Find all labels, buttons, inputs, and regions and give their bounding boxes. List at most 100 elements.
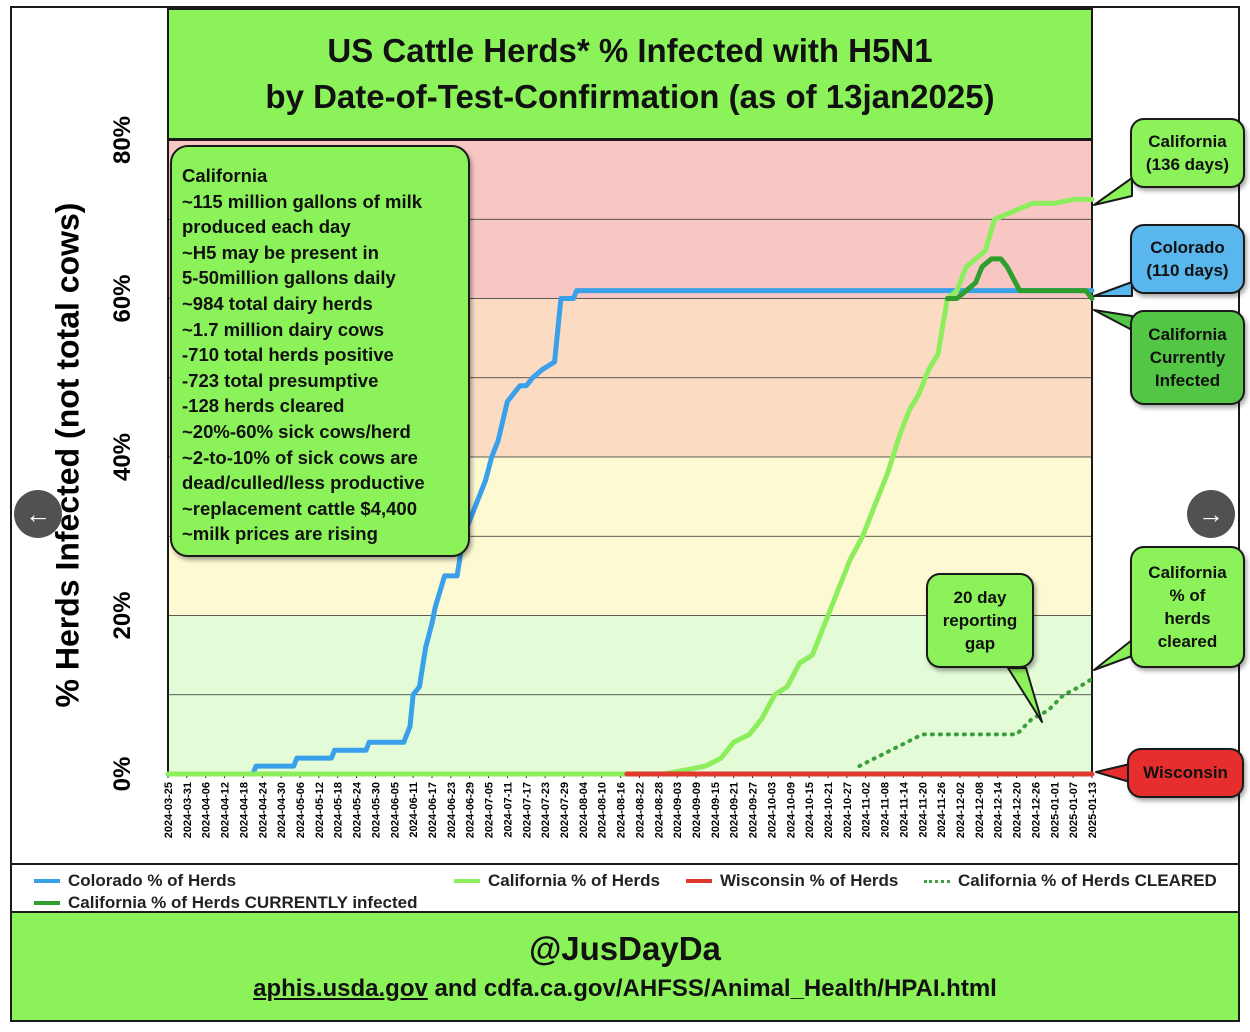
source-link[interactable]: aphis.usda.gov bbox=[253, 974, 428, 1002]
x-tick-label: 2024-09-27 bbox=[748, 782, 760, 838]
x-tick-label: 2024-06-29 bbox=[465, 782, 477, 838]
x-tick-label: 2024-12-20 bbox=[1012, 782, 1024, 838]
x-tick-label: 2024-11-26 bbox=[936, 782, 948, 838]
x-tick-label: 2024-07-29 bbox=[559, 782, 571, 838]
x-tick-label: 2024-10-15 bbox=[804, 782, 816, 838]
callout-california-cleared: California % of herds cleared bbox=[1130, 546, 1245, 668]
x-tick-label: 2025-01-13 bbox=[1087, 782, 1099, 838]
callout-california-days: California (136 days) bbox=[1130, 118, 1245, 188]
info-line: ~20%-60% sick cows/herd bbox=[182, 420, 411, 442]
legend-swatch-california bbox=[454, 879, 480, 883]
legend-label-california-cleared: California % of Herds CLEARED bbox=[958, 871, 1217, 890]
x-tick-label: 2025-01-07 bbox=[1068, 782, 1080, 838]
legend-item-colorado: Colorado % of Herds bbox=[34, 871, 236, 891]
x-tick-label: 2024-05-30 bbox=[370, 782, 382, 838]
x-tick-label: 2024-10-21 bbox=[823, 782, 835, 838]
legend-swatch-colorado bbox=[34, 879, 60, 883]
callout-colorado-days: Colorado (110 days) bbox=[1130, 224, 1245, 294]
x-tick-label: 2024-08-22 bbox=[634, 782, 646, 838]
info-line: produced each day bbox=[182, 216, 351, 238]
x-tick-label: 2024-07-23 bbox=[540, 782, 552, 838]
callout-reporting-gap-text: 20 day reporting gap bbox=[942, 588, 1018, 653]
prev-arrow-button[interactable]: ← bbox=[14, 490, 62, 538]
x-tick-label: 2024-11-02 bbox=[861, 782, 873, 838]
next-arrow-button[interactable]: → bbox=[1187, 490, 1235, 538]
x-tick-label: 2024-12-02 bbox=[955, 782, 967, 838]
y-tick-label: 20% bbox=[109, 591, 136, 639]
x-tick-label: 2024-04-24 bbox=[257, 781, 269, 838]
x-tick-label: 2024-04-12 bbox=[220, 782, 232, 838]
x-tick-label: 2024-05-24 bbox=[352, 781, 364, 838]
callout-wisconsin: Wisconsin bbox=[1127, 748, 1244, 798]
legend-item-california-cleared: California % of Herds CLEARED bbox=[924, 871, 1217, 891]
x-tick-label: 2024-11-14 bbox=[898, 781, 910, 838]
california-info-box: California ~115 million gallons of milk pr… bbox=[170, 145, 470, 557]
legend-item-california-current: California % of Herds CURRENTLY infected bbox=[34, 893, 418, 913]
callout-pointer-reporting-gap bbox=[1007, 667, 1043, 723]
legend-item-wisconsin: Wisconsin % of Herds bbox=[686, 871, 898, 891]
footer: @JusDayDa aphis.usda.gov and cdfa.ca.gov… bbox=[12, 913, 1238, 1020]
x-tick-label: 2024-06-17 bbox=[427, 782, 439, 838]
x-tick-label: 2024-09-03 bbox=[672, 782, 684, 838]
legend-swatch-california-current bbox=[34, 901, 60, 905]
x-tick-label: 2024-05-18 bbox=[333, 782, 345, 838]
info-line: -723 total presumptive bbox=[182, 369, 379, 391]
x-tick-label: 2024-08-16 bbox=[616, 782, 628, 838]
x-tick-label: 2024-09-15 bbox=[710, 782, 722, 838]
x-tick-label: 2024-07-05 bbox=[484, 782, 496, 838]
x-tick-label: 2024-11-08 bbox=[880, 782, 892, 838]
title-line-1: US Cattle Herds* % Infected with H5N1 bbox=[327, 32, 933, 69]
chart-legend: Colorado % of Herds California % of Herd… bbox=[12, 863, 1238, 913]
info-line: 5-50million gallons daily bbox=[182, 267, 396, 289]
callout-pointer-california-days bbox=[1093, 177, 1133, 206]
arrow-left-icon: ← bbox=[25, 498, 51, 529]
callout-california-days-text: California (136 days) bbox=[1145, 132, 1230, 174]
x-tick-label: 2025-01-01 bbox=[1049, 782, 1061, 838]
callout-california-current: California Currently Infected bbox=[1130, 310, 1245, 405]
legend-label-colorado: Colorado % of Herds bbox=[68, 871, 237, 890]
callout-reporting-gap: 20 day reporting gap bbox=[926, 573, 1034, 668]
info-line: ~milk prices are rising bbox=[182, 523, 378, 545]
source-rest: and cdfa.ca.gov/AHFSS/Animal_Health/HPAI… bbox=[427, 974, 997, 1002]
x-tick-label: 2024-06-23 bbox=[446, 782, 458, 838]
y-tick-label: 0% bbox=[109, 757, 136, 792]
x-tick-label: 2024-12-26 bbox=[1030, 782, 1042, 838]
info-line: ~2-to-10% of sick cows are bbox=[182, 446, 418, 468]
legend-label-wisconsin: Wisconsin % of Herds bbox=[720, 871, 899, 890]
callout-pointer-california-cleared bbox=[1093, 639, 1133, 671]
x-tick-label: 2024-07-17 bbox=[521, 782, 533, 838]
info-line: ~115 million gallons of milk bbox=[182, 190, 423, 212]
x-tick-label: 2024-10-27 bbox=[842, 782, 854, 838]
callout-pointer-colorado bbox=[1093, 281, 1133, 297]
series-california-current-line bbox=[944, 256, 1095, 301]
x-tick-label: 2024-08-10 bbox=[597, 782, 609, 838]
info-line: ~1.7 million dairy cows bbox=[182, 318, 385, 340]
y-tick-label: 40% bbox=[109, 433, 136, 481]
x-tick-label: 2024-05-12 bbox=[314, 782, 326, 838]
series-colorado-line bbox=[165, 288, 1095, 777]
x-tick-label: 2024-12-14 bbox=[993, 781, 1005, 838]
series-california-cleared-line bbox=[857, 676, 1094, 769]
x-tick-label: 2024-06-11 bbox=[408, 782, 420, 838]
info-line: ~H5 may be present in bbox=[182, 241, 379, 263]
legend-label-california-current: California % of Herds CURRENTLY infected bbox=[68, 893, 418, 912]
x-tick-label: 2024-07-11 bbox=[502, 782, 514, 838]
callout-california-cleared-text: California % of herds cleared bbox=[1148, 563, 1227, 651]
arrow-right-icon: → bbox=[1198, 498, 1224, 529]
x-tick-label: 2024-10-03 bbox=[766, 782, 778, 838]
y-tick-label: 80% bbox=[109, 116, 136, 164]
x-tick-label: 2024-09-09 bbox=[691, 782, 703, 838]
chart-title: US Cattle Herds* % Infected with H5N1 by… bbox=[167, 8, 1093, 140]
x-tick-label: 2024-12-08 bbox=[974, 782, 986, 838]
callout-colorado-days-text: Colorado (110 days) bbox=[1146, 238, 1229, 280]
callout-pointer-wisconsin bbox=[1095, 763, 1131, 783]
info-line: dead/culled/less productive bbox=[182, 472, 425, 494]
y-tick-label: 60% bbox=[109, 274, 136, 322]
x-tick-label: 2024-08-28 bbox=[653, 782, 665, 838]
callout-wisconsin-text: Wisconsin bbox=[1143, 763, 1228, 782]
info-line: ~984 total dairy herds bbox=[182, 292, 373, 314]
series-california-line bbox=[165, 196, 1095, 777]
x-tick-label: 2024-04-30 bbox=[276, 782, 288, 838]
x-tick-label: 2024-10-09 bbox=[785, 782, 797, 838]
x-tick-label: 2024-08-04 bbox=[578, 781, 590, 838]
